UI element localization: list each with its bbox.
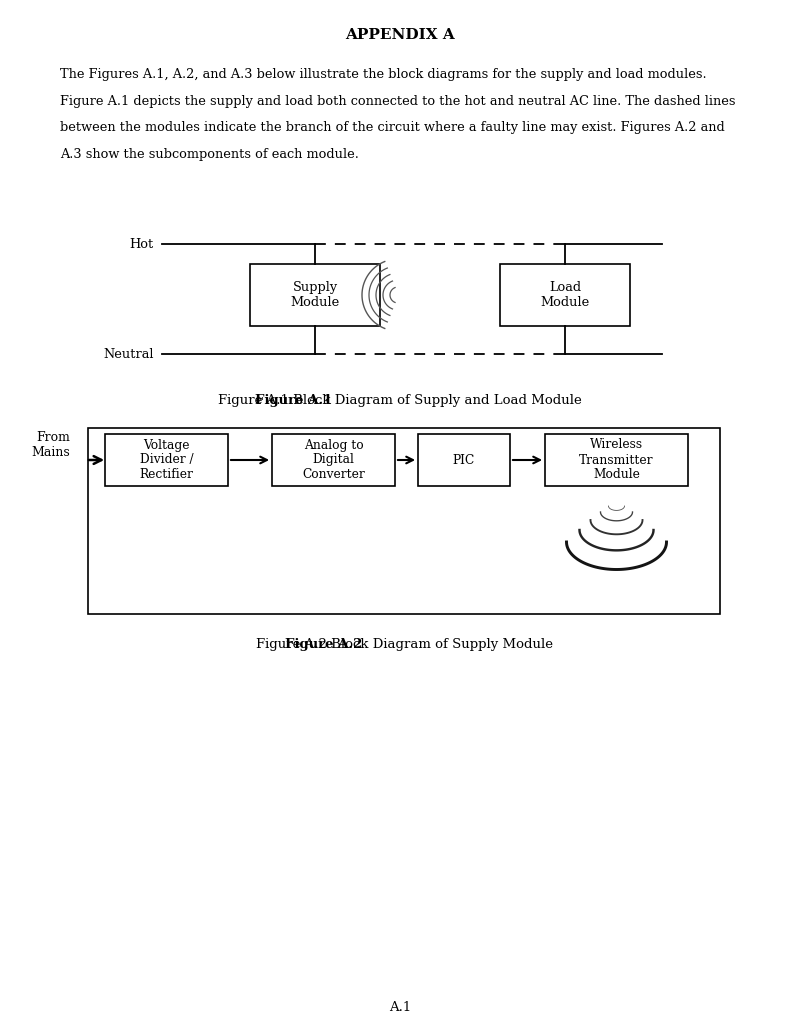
Text: Analog to
Digital
Converter: Analog to Digital Converter — [302, 438, 365, 482]
Text: The Figures A.1, A.2, and A.3 below illustrate the block diagrams for the supply: The Figures A.1, A.2, and A.3 below illu… — [60, 68, 706, 81]
Text: From
Mains: From Mains — [31, 431, 70, 459]
Text: Voltage
Divider /
Rectifier: Voltage Divider / Rectifier — [139, 438, 194, 482]
Text: Figure A.1: Figure A.1 — [255, 394, 332, 407]
FancyBboxPatch shape — [272, 434, 395, 486]
FancyBboxPatch shape — [250, 264, 380, 326]
Text: Figure A.1 depicts the supply and load both connected to the hot and neutral AC : Figure A.1 depicts the supply and load b… — [60, 94, 735, 108]
FancyBboxPatch shape — [545, 434, 688, 486]
Text: APPENDIX A: APPENDIX A — [345, 28, 455, 42]
Text: Figure A.1 Block Diagram of Supply and Load Module: Figure A.1 Block Diagram of Supply and L… — [218, 394, 582, 407]
Text: Wireless
Transmitter
Module: Wireless Transmitter Module — [579, 438, 654, 482]
FancyBboxPatch shape — [88, 428, 720, 614]
Text: Figure A.2: Figure A.2 — [285, 638, 362, 651]
Text: Figure A.2 Block Diagram of Supply Module: Figure A.2 Block Diagram of Supply Modul… — [255, 638, 553, 651]
Text: Hot: Hot — [130, 237, 154, 251]
FancyBboxPatch shape — [418, 434, 510, 486]
Text: PIC: PIC — [453, 454, 475, 466]
Text: Neutral: Neutral — [103, 347, 154, 361]
Text: A.1: A.1 — [389, 1001, 411, 1014]
FancyBboxPatch shape — [105, 434, 228, 486]
Text: between the modules indicate the branch of the circuit where a faulty line may e: between the modules indicate the branch … — [60, 121, 725, 134]
Text: Load
Module: Load Module — [540, 281, 590, 309]
Text: Supply
Module: Supply Module — [290, 281, 340, 309]
FancyBboxPatch shape — [500, 264, 630, 326]
Text: A.3 show the subcomponents of each module.: A.3 show the subcomponents of each modul… — [60, 147, 359, 161]
